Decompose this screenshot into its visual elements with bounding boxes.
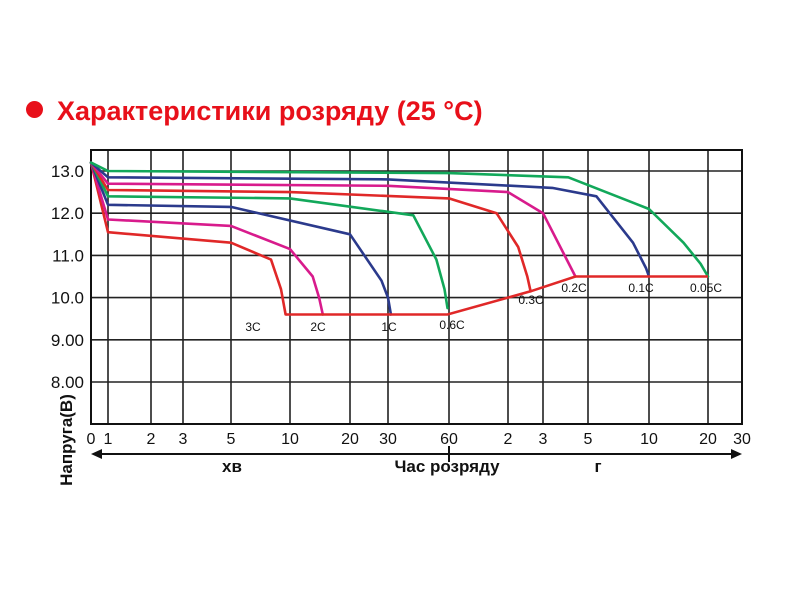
y-tick-label: 11.0 [52, 246, 84, 265]
arrow-right-icon [731, 449, 742, 459]
x-band-hours: г [594, 457, 601, 476]
x-tick-label: 5 [227, 431, 236, 448]
chart-title: Характеристики розряду (25 °C) [57, 96, 483, 126]
series-label-0_05C: 0.05C [690, 281, 722, 295]
series-label-0_6C: 0.6C [439, 318, 465, 332]
series-line-0_05C [89, 161, 710, 278]
series-label-1C: 1C [381, 320, 397, 334]
x-tick-label: 30 [379, 431, 397, 448]
x-tick-label: 20 [341, 431, 359, 448]
y-tick-label: 12.0 [51, 204, 84, 223]
series-label-0_3C: 0.3C [518, 293, 544, 307]
plot-frame [90, 149, 743, 425]
y-tick-label: 13.0 [51, 162, 84, 181]
series-label-0_2C: 0.2C [561, 281, 587, 295]
x-tick-label: 1 [104, 431, 113, 448]
x-tick-label: 2 [147, 431, 156, 448]
y-tick-label: 9.00 [51, 331, 84, 350]
x-tick-label: 20 [699, 431, 717, 448]
x-tick-label: 60 [440, 431, 458, 448]
series-line-1C [89, 161, 393, 316]
x-tick-label: 3 [539, 431, 548, 448]
series-label-2C: 2C [310, 320, 326, 334]
end-voltage-line [286, 275, 708, 316]
x-tick-label: 5 [584, 431, 593, 448]
arrow-left-icon [91, 449, 102, 459]
series-line-2C [89, 161, 325, 316]
series-line-0_3C [89, 161, 532, 293]
y-axis-label: Напруга(В) [57, 394, 76, 486]
series-line-0_2C [89, 161, 577, 278]
series-label-3C: 3C [245, 320, 261, 334]
y-tick-label: 10.0 [51, 289, 84, 308]
x-tick-label: 0 [87, 431, 96, 448]
title-bullet-icon [26, 101, 43, 118]
x-tick-label: 2 [504, 431, 513, 448]
y-tick-label: 8.00 [51, 373, 84, 392]
x-tick-label: 30 [733, 431, 751, 448]
series-line-0_1C [89, 161, 651, 278]
x-tick-label: 10 [281, 431, 299, 448]
series-line-3C [89, 161, 288, 316]
series-label-0_1C: 0.1C [628, 281, 654, 295]
series-line-0_6C [89, 161, 449, 310]
x-tick-label: 10 [640, 431, 658, 448]
x-axis-label: Час розряду [394, 457, 500, 476]
x-band-minutes: хв [222, 457, 242, 476]
x-tick-label: 3 [179, 431, 188, 448]
